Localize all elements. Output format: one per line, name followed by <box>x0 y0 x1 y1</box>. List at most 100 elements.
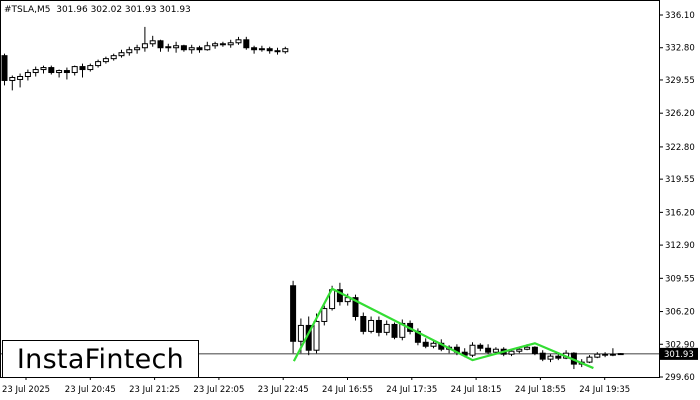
candle-body <box>469 344 476 356</box>
candle-body <box>157 40 164 49</box>
y-tick-label: 316.20 <box>665 208 695 218</box>
candle <box>282 46 289 54</box>
candle <box>56 69 63 78</box>
candle-body <box>555 355 562 359</box>
candle <box>430 340 437 349</box>
candle-body <box>274 50 281 53</box>
candle-body <box>336 289 343 303</box>
candle-body <box>352 297 359 318</box>
candle-body <box>235 39 242 44</box>
candle <box>383 320 390 336</box>
candle-body <box>477 344 484 349</box>
candle-body <box>492 348 499 353</box>
candle <box>212 41 219 49</box>
x-tick-label: 23 Jul 2025 <box>2 385 50 395</box>
candle-body <box>539 352 546 360</box>
time-axis: 23 Jul 2025 23 Jul 20:45 23 Jul 21:25 23 Ju… <box>2 377 630 395</box>
candle-body <box>141 43 148 49</box>
candle-body <box>258 48 265 51</box>
candle-body <box>1 55 8 81</box>
candle <box>134 44 141 54</box>
candle-body <box>531 346 538 354</box>
candle <box>118 49 125 58</box>
candle-body <box>95 61 102 67</box>
candle-body <box>375 319 382 333</box>
x-tick-label: 24 Jul 18:55 <box>515 385 566 395</box>
candle-body <box>17 75 24 80</box>
y-tick-label: 306.20 <box>665 308 695 318</box>
candles <box>1 26 624 370</box>
candle <box>235 36 242 45</box>
candle-body <box>586 356 593 363</box>
candle-body <box>40 67 47 71</box>
candle <box>9 75 16 91</box>
pattern-line <box>292 287 594 370</box>
candle-body <box>71 66 78 74</box>
candle-body <box>422 341 429 347</box>
candle <box>219 41 226 47</box>
candle-body <box>63 70 70 74</box>
candle-body <box>290 285 297 342</box>
x-tick-label: 23 Jul 21:25 <box>129 385 180 395</box>
candle <box>1 53 8 86</box>
y-tick-label: 326.20 <box>665 109 695 119</box>
candle <box>243 36 250 50</box>
candle <box>352 294 359 321</box>
candle <box>79 63 86 78</box>
candle <box>227 39 234 48</box>
candle <box>63 67 70 80</box>
ohlc-readout: 301.96 302.02 301.93 301.93 <box>56 5 191 15</box>
candle <box>368 316 375 334</box>
candle-body <box>516 348 523 352</box>
candle <box>422 338 429 349</box>
candle <box>477 343 484 352</box>
plot-border <box>0 0 660 378</box>
candle-body <box>212 43 219 47</box>
candle <box>539 350 546 362</box>
current-price-badge <box>660 347 698 360</box>
candle <box>71 65 78 76</box>
candle <box>321 305 328 326</box>
candle <box>258 45 265 52</box>
candle-body <box>609 353 616 356</box>
candle <box>110 53 117 61</box>
candle-body <box>188 47 195 51</box>
candle <box>204 41 211 51</box>
candle-body <box>79 66 86 71</box>
candle <box>586 355 593 364</box>
candle <box>274 47 281 55</box>
candle-body <box>524 346 531 350</box>
candle <box>290 280 297 354</box>
y-tick-label: 329.55 <box>665 76 695 86</box>
candle <box>40 65 47 74</box>
symbol-label: #TSLA,M5 <box>4 5 51 15</box>
candle <box>157 39 164 52</box>
candle-body <box>430 342 437 347</box>
candle <box>594 352 601 359</box>
candle-body <box>508 350 515 355</box>
candle-body <box>9 76 16 81</box>
candle-body <box>196 47 203 51</box>
candle-body <box>282 48 289 53</box>
candle <box>17 73 24 88</box>
x-tick-label: 23 Jul 20:45 <box>65 385 116 395</box>
candle-body <box>368 319 375 332</box>
y-tick-label: 302.90 <box>665 340 695 350</box>
candle-body <box>313 320 320 351</box>
candle-body <box>227 42 234 46</box>
candle <box>188 44 195 54</box>
price-axis: 336.10 332.80 329.55 326.20 322.80 319.55 316.… <box>659 11 695 383</box>
candle-body <box>204 45 211 51</box>
candle <box>180 44 187 52</box>
candle-body <box>391 323 398 338</box>
candle-body <box>149 40 156 45</box>
candle-body <box>266 48 273 52</box>
current-price-marker: 301.93 <box>660 347 698 360</box>
x-tick-label: 24 Jul 16:55 <box>322 385 373 395</box>
y-tick-label: 309.55 <box>665 274 695 284</box>
y-tick-label: 336.10 <box>665 11 695 21</box>
candle-body <box>87 65 94 71</box>
y-tick-label: 312.90 <box>665 241 695 251</box>
candle-body <box>321 308 328 322</box>
